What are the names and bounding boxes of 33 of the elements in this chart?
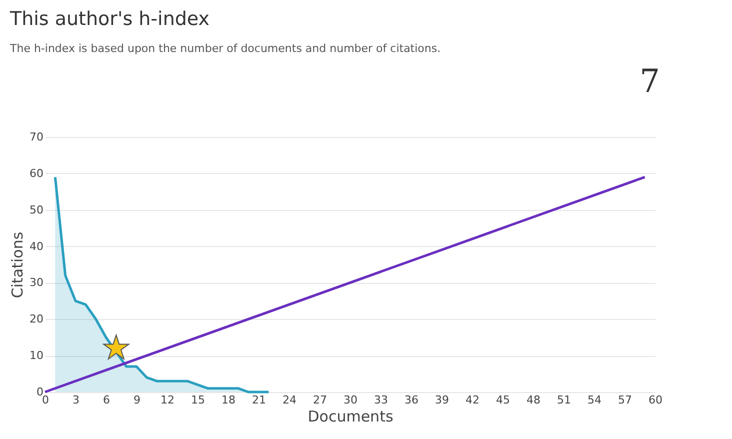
y-tick-label: 20 [30, 312, 44, 326]
x-tick-label: 54 [588, 394, 602, 406]
y-tick-label: 10 [30, 349, 44, 362]
chart-title: This author's h-index [9, 8, 210, 30]
x-tick-label: 24 [282, 394, 296, 406]
x-tick-label: 21 [252, 394, 266, 406]
chart-subtitle: The h-index is based upon the number of documents and number of citations. [9, 42, 441, 55]
y-axis-title: Citations [8, 232, 27, 298]
x-tick-label: 36 [404, 394, 418, 406]
x-tick-label: 30 [344, 394, 358, 406]
y-tick-label: 30 [30, 276, 44, 290]
x-tick-label: 33 [374, 394, 388, 406]
x-tick-label: 27 [313, 394, 327, 406]
x-axis-title: Documents [308, 408, 394, 426]
x-tick-label: 39 [435, 394, 449, 406]
x-tick-label: 48 [526, 394, 540, 406]
y-tick-label: 0 [36, 386, 44, 398]
text: 7 [640, 62, 660, 100]
x-tick-label: 12 [160, 394, 174, 406]
y-tick-label: 70 [30, 130, 44, 144]
x-tick-label: 57 [618, 394, 632, 406]
x-tick-label: 18 [222, 394, 236, 406]
x-tick-label: 60 [648, 394, 662, 406]
x-tick-label: 3 [72, 394, 80, 406]
x-tick-label: 6 [103, 394, 110, 406]
x-tick-label: 42 [466, 394, 480, 406]
x-tick-label: 15 [191, 394, 205, 406]
y-tick-label: 60 [30, 166, 44, 180]
y-tick-label: 40 [30, 240, 44, 253]
y-tick-label: 50 [30, 203, 44, 216]
x-tick-label: 45 [496, 394, 510, 406]
x-tick-label: 9 [134, 394, 140, 406]
x-tick-label: 51 [557, 394, 571, 406]
